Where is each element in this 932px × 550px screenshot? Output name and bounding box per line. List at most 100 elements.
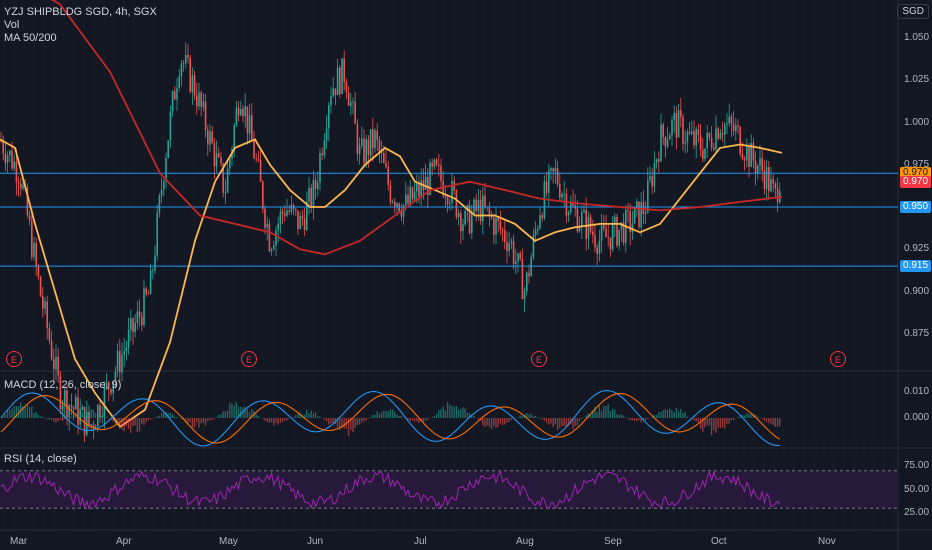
candle-body: [636, 201, 638, 207]
macd-histogram-bar: [378, 413, 380, 418]
candle-body: [521, 259, 524, 300]
candle-body: [539, 215, 541, 229]
candle-body: [627, 210, 629, 212]
candle-body: [594, 235, 596, 248]
candle-body: [156, 212, 158, 256]
month-tick-label: Oct: [711, 536, 727, 547]
macd-histogram-bar: [255, 413, 257, 418]
candle-body: [693, 131, 695, 146]
ma200-line: [50, 0, 783, 256]
candle-body: [130, 318, 132, 331]
macd-histogram-bar: [561, 418, 563, 427]
macd-histogram-bar: [636, 418, 638, 422]
macd-histogram-bar: [336, 418, 339, 428]
macd-histogram-bar: [28, 406, 31, 418]
candle-body: [81, 406, 84, 411]
candle-body: [719, 133, 722, 139]
candle-body: [209, 131, 211, 145]
candle-body: [244, 106, 246, 117]
candle-body: [121, 354, 123, 373]
macd-histogram-bar: [761, 418, 763, 419]
macd-histogram-bar: [119, 418, 121, 429]
macd-histogram-bar: [292, 417, 295, 418]
candle-body: [281, 211, 284, 214]
macd-histogram-bar: [640, 418, 642, 423]
candle-body: [488, 206, 491, 215]
candle-body: [449, 202, 451, 205]
candle-body: [746, 145, 748, 161]
macd-histogram-bar: [24, 406, 26, 418]
macd-histogram-bar: [770, 418, 772, 424]
macd-histogram-bar: [490, 418, 493, 430]
macd-histogram-bar: [662, 410, 664, 418]
candle-body: [174, 91, 176, 100]
candle-body: [750, 143, 752, 168]
month-tick-label: Nov: [818, 536, 836, 547]
candle-body: [737, 125, 739, 128]
macd-histogram-bar: [710, 418, 713, 436]
earnings-icon[interactable]: E: [241, 351, 257, 367]
candle-body: [759, 158, 761, 166]
candle-body: [136, 311, 139, 323]
macd-histogram-bar: [499, 418, 501, 424]
candle-body: [640, 202, 642, 228]
candle-body: [356, 123, 359, 155]
macd-histogram-bar: [319, 416, 321, 418]
macd-histogram-bar: [46, 418, 48, 419]
candle-body: [666, 139, 669, 147]
macd-histogram-bar: [222, 411, 224, 418]
macd-histogram-bar: [207, 418, 209, 422]
candle-body: [26, 187, 29, 216]
candle-body: [187, 54, 189, 58]
macd-histogram-bar: [567, 418, 570, 427]
candle-body: [713, 147, 715, 150]
candle-body: [578, 225, 581, 232]
candle-body: [754, 160, 757, 174]
candle-body: [587, 216, 590, 239]
candle-body: [345, 81, 348, 93]
macd-histogram-bar: [266, 418, 268, 422]
candle-body: [460, 212, 462, 232]
macd-histogram-bar: [279, 418, 281, 423]
candle-body: [429, 162, 431, 195]
macd-histogram-bar: [653, 415, 655, 418]
candle-body: [352, 101, 354, 103]
macd-histogram-bar: [26, 404, 28, 418]
candle-body: [229, 158, 231, 169]
candle-body: [323, 140, 326, 156]
macd-histogram-bar: [534, 415, 537, 418]
macd-histogram-bar: [361, 418, 363, 423]
macd-histogram-bar: [741, 415, 743, 418]
macd-histogram-bar: [138, 418, 141, 432]
candle-body: [110, 389, 112, 394]
candle-body: [347, 92, 350, 106]
macd-histogram-bar: [224, 411, 226, 418]
candle-body: [380, 152, 383, 154]
candle-body: [310, 187, 312, 208]
candle-body: [567, 212, 570, 216]
candle-body: [655, 159, 658, 164]
macd-histogram-bar: [158, 415, 160, 418]
macd-histogram-bar: [15, 406, 17, 418]
earnings-icon[interactable]: E: [531, 351, 547, 367]
macd-histogram-bar: [396, 414, 398, 418]
candle-body: [680, 110, 682, 118]
candle-body: [213, 143, 216, 167]
month-tick-label: Mar: [10, 536, 28, 547]
candle-body: [116, 350, 119, 372]
macd-histogram-bar: [517, 417, 519, 418]
macd-histogram-bar: [2, 416, 4, 418]
macd-histogram-bar: [726, 418, 728, 425]
candle-body: [407, 194, 409, 204]
month-tick-label: Sep: [604, 536, 622, 547]
earnings-icon[interactable]: E: [6, 351, 22, 367]
currency-label[interactable]: SGD: [897, 4, 929, 19]
macd-histogram-bar: [589, 414, 592, 418]
candle-body: [548, 170, 550, 193]
earnings-icon[interactable]: E: [830, 351, 846, 367]
candle-body: [554, 168, 557, 172]
macd-histogram-bar: [134, 418, 136, 426]
macd-histogram-bar: [341, 418, 343, 429]
macd-histogram-bar: [242, 407, 244, 418]
